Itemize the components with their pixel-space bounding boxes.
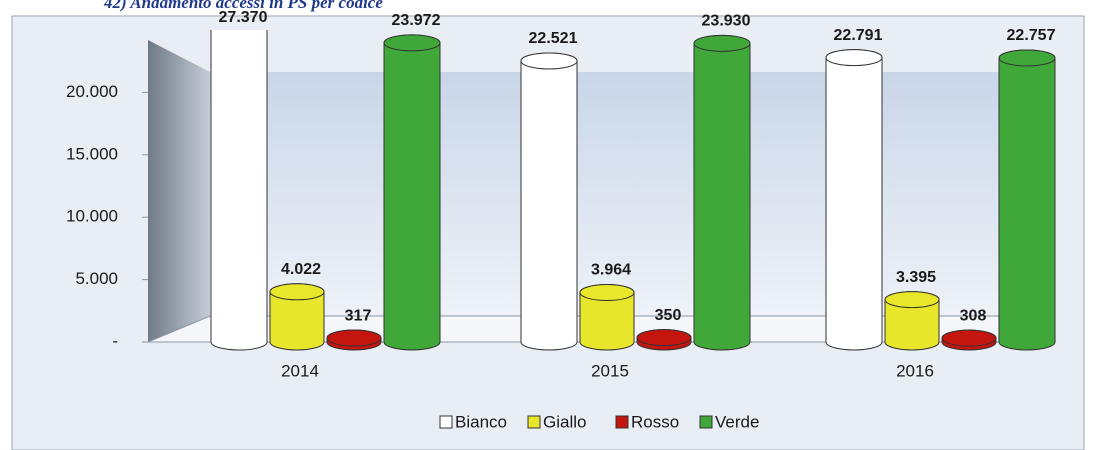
value-label: 317	[345, 307, 372, 324]
bar	[520, 52, 578, 351]
legend-swatch	[699, 415, 713, 429]
bar	[210, 30, 268, 351]
side-wall	[148, 40, 210, 342]
x-tick-label: 2014	[281, 361, 319, 380]
legend-swatch	[615, 415, 629, 429]
y-tick-label: 10.000	[66, 207, 118, 226]
x-tick-label: 2016	[896, 361, 934, 380]
value-label: 23.930	[702, 13, 751, 30]
chart-title: 42) Andamento accessi in PS per codice	[103, 0, 383, 12]
plot-area	[210, 30, 1056, 351]
bar	[693, 34, 751, 351]
bar-top	[693, 34, 751, 52]
value-label: 308	[960, 307, 987, 324]
value-label: 27.370	[219, 9, 268, 26]
bar	[825, 49, 883, 351]
bar-top	[941, 329, 997, 347]
y-tick-label: -	[112, 331, 118, 350]
value-label: 3.964	[591, 262, 631, 279]
value-label: 22.791	[834, 27, 883, 44]
legend: Bianco Giallo Rosso Verde	[439, 412, 759, 431]
bar-top	[884, 291, 940, 309]
legend-label: Bianco	[455, 412, 507, 431]
value-label: 4.022	[281, 261, 321, 278]
bar	[383, 34, 441, 351]
x-tick-label: 2015	[591, 361, 629, 380]
value-label: 23.972	[392, 12, 441, 29]
bar-top	[825, 49, 883, 67]
bar-top	[383, 34, 441, 52]
legend-swatch	[439, 415, 453, 429]
legend-label: Rosso	[631, 412, 679, 431]
bar	[998, 49, 1056, 351]
bar-top	[326, 329, 382, 347]
value-label: 22.521	[529, 30, 578, 47]
bar-top	[520, 52, 578, 70]
bar-top	[636, 329, 692, 347]
value-label: 3.395	[896, 269, 936, 286]
value-label: 350	[655, 307, 682, 324]
back-wall	[210, 72, 1030, 316]
y-tick-label: 5.000	[75, 269, 118, 288]
bar-top	[998, 49, 1056, 67]
bar-top	[579, 284, 635, 302]
value-label: 22.757	[1007, 27, 1056, 44]
legend-swatch	[527, 415, 541, 429]
legend-label: Verde	[715, 412, 759, 431]
legend-label: Giallo	[543, 412, 586, 431]
y-tick-label: 20.000	[66, 82, 118, 101]
bar-top	[269, 283, 325, 301]
y-tick-label: 15.000	[66, 144, 118, 163]
